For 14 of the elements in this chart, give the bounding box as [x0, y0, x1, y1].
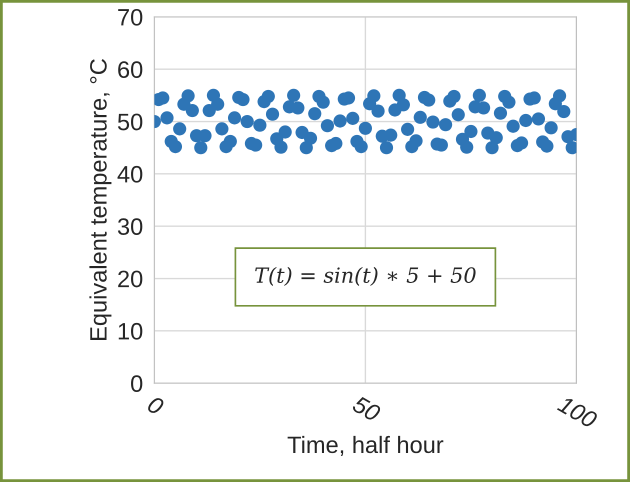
y-tick-label: 70: [118, 8, 142, 26]
y-tick-label: 60: [118, 61, 142, 78]
x-tick-label: 100: [556, 395, 599, 429]
x-tick-label: 50: [351, 395, 382, 422]
y-tick-label: 50: [118, 114, 142, 130]
y-tick-label: 0: [131, 375, 142, 392]
x-tick-label: 0: [146, 395, 166, 416]
annotation: T(t) = sin(t) ∗ 5 + 50: [255, 266, 476, 286]
x-axis-title: Time, half hour: [288, 436, 444, 456]
y-tick-label: 10: [118, 322, 142, 340]
y-tick-label: 30: [118, 218, 142, 235]
y-axis-title: Equivalent temperature, °C: [89, 59, 112, 340]
y-tick-label: 40: [118, 166, 142, 183]
y-tick-label: 20: [118, 270, 142, 288]
